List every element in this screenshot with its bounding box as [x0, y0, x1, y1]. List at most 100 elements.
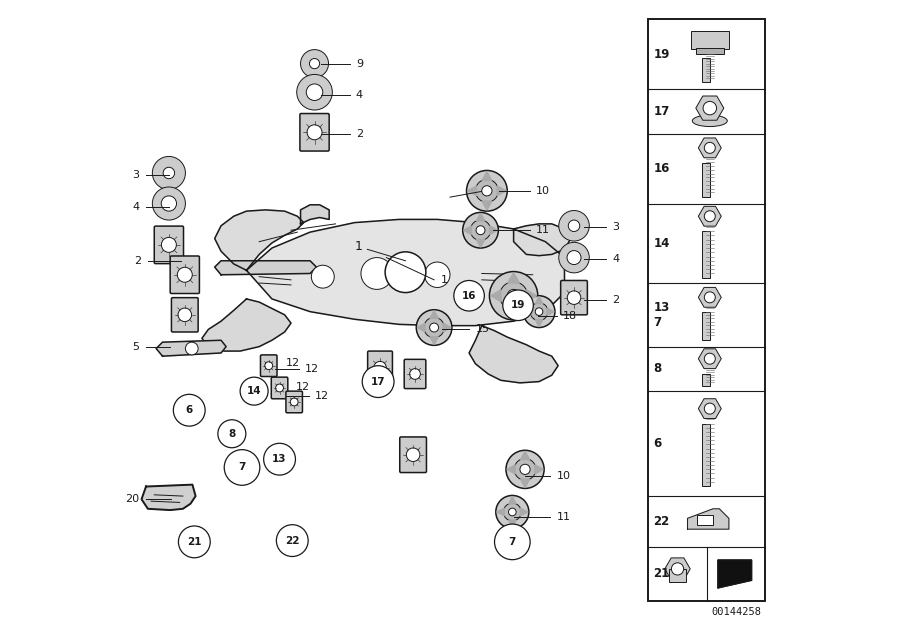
Polygon shape — [215, 210, 303, 270]
Text: 2: 2 — [134, 256, 141, 266]
Circle shape — [174, 394, 205, 426]
Circle shape — [536, 308, 543, 315]
Text: 8: 8 — [653, 363, 662, 375]
Circle shape — [520, 464, 530, 474]
Text: 4: 4 — [132, 202, 140, 212]
Polygon shape — [491, 290, 501, 301]
FancyBboxPatch shape — [404, 359, 426, 389]
Circle shape — [490, 272, 538, 320]
Circle shape — [429, 323, 438, 332]
Circle shape — [671, 563, 684, 575]
Text: 7: 7 — [508, 537, 516, 547]
Polygon shape — [482, 201, 491, 210]
Text: 10: 10 — [557, 471, 571, 481]
FancyBboxPatch shape — [171, 298, 198, 332]
Polygon shape — [498, 186, 506, 196]
Circle shape — [424, 317, 445, 338]
Polygon shape — [468, 186, 476, 196]
Circle shape — [508, 289, 520, 302]
Text: 6: 6 — [185, 405, 193, 415]
Circle shape — [224, 450, 260, 485]
Circle shape — [177, 267, 193, 282]
Circle shape — [161, 196, 176, 211]
Circle shape — [410, 369, 420, 379]
Text: 1: 1 — [355, 240, 362, 253]
Text: 16: 16 — [653, 162, 670, 175]
Text: 18: 18 — [563, 311, 577, 321]
Circle shape — [178, 526, 211, 558]
Bar — [701, 424, 710, 486]
Polygon shape — [247, 219, 564, 326]
Text: 17: 17 — [371, 377, 385, 387]
Polygon shape — [508, 520, 516, 528]
Circle shape — [705, 353, 716, 364]
Circle shape — [530, 303, 548, 321]
Text: 7: 7 — [238, 462, 246, 473]
Text: 13: 13 — [273, 454, 287, 464]
Circle shape — [306, 84, 323, 100]
Circle shape — [218, 420, 246, 448]
FancyBboxPatch shape — [367, 351, 392, 384]
Text: 2: 2 — [356, 128, 363, 139]
Circle shape — [385, 252, 426, 293]
Circle shape — [494, 524, 530, 560]
FancyBboxPatch shape — [300, 113, 329, 151]
Polygon shape — [157, 340, 226, 356]
Text: 14: 14 — [247, 386, 261, 396]
Text: 21: 21 — [187, 537, 202, 547]
Circle shape — [454, 280, 484, 311]
Circle shape — [508, 508, 516, 516]
Polygon shape — [514, 224, 571, 256]
Polygon shape — [497, 508, 504, 516]
Circle shape — [559, 211, 590, 241]
Text: 8: 8 — [229, 429, 236, 439]
Text: 17: 17 — [653, 105, 670, 118]
Polygon shape — [508, 496, 516, 504]
Polygon shape — [688, 509, 729, 529]
Polygon shape — [476, 213, 485, 221]
Bar — [702, 58, 710, 82]
FancyBboxPatch shape — [561, 280, 588, 315]
Polygon shape — [696, 96, 724, 120]
Text: 12: 12 — [305, 364, 320, 374]
Polygon shape — [141, 485, 195, 510]
Circle shape — [568, 220, 580, 232]
Circle shape — [297, 74, 332, 110]
Bar — [701, 231, 710, 277]
Circle shape — [482, 186, 492, 196]
Circle shape — [705, 142, 716, 153]
Text: 21: 21 — [653, 567, 670, 581]
Text: 10: 10 — [536, 186, 550, 196]
Circle shape — [567, 251, 581, 265]
Circle shape — [506, 450, 544, 488]
Circle shape — [310, 59, 320, 69]
Circle shape — [705, 403, 716, 414]
Circle shape — [301, 50, 328, 78]
Polygon shape — [508, 273, 519, 283]
Circle shape — [406, 448, 420, 462]
Circle shape — [161, 237, 176, 252]
Circle shape — [152, 187, 185, 220]
Circle shape — [417, 310, 452, 345]
Text: 22: 22 — [653, 515, 670, 528]
Text: 15: 15 — [475, 324, 490, 335]
Circle shape — [152, 156, 185, 190]
Circle shape — [178, 308, 192, 322]
Circle shape — [311, 265, 334, 288]
Circle shape — [362, 366, 394, 398]
Circle shape — [276, 525, 308, 556]
Polygon shape — [698, 138, 721, 158]
Text: 12: 12 — [286, 357, 300, 368]
Text: 16: 16 — [462, 291, 476, 301]
Polygon shape — [520, 479, 529, 487]
Polygon shape — [526, 290, 536, 301]
Circle shape — [496, 495, 529, 529]
Circle shape — [185, 342, 198, 355]
FancyBboxPatch shape — [260, 355, 277, 377]
Circle shape — [503, 290, 534, 321]
Circle shape — [374, 361, 386, 374]
Polygon shape — [202, 299, 291, 351]
Polygon shape — [536, 296, 543, 303]
FancyBboxPatch shape — [400, 437, 427, 473]
Polygon shape — [535, 465, 544, 474]
